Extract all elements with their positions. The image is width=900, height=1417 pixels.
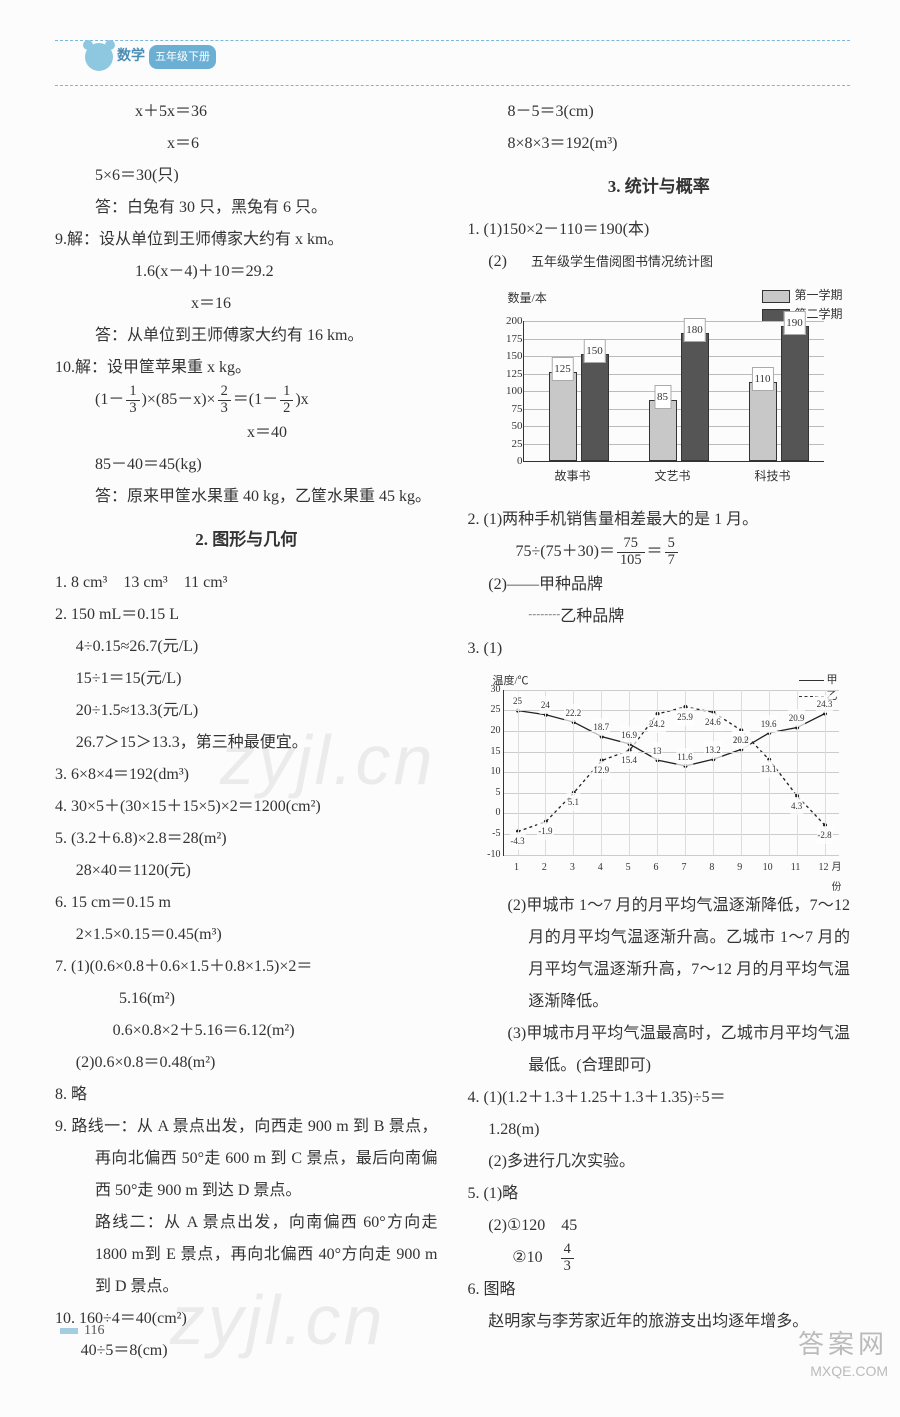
s5b: (2)①120 45	[468, 1210, 851, 1242]
eq: 5×6＝30(只)	[55, 160, 438, 192]
section-2-title: 2. 图形与几何	[55, 523, 438, 557]
eq: x＋5x＝36	[55, 96, 438, 128]
eq: 15÷1＝15(元/L)	[55, 663, 438, 695]
eq: 20÷1.5≈13.3(元/L)	[55, 695, 438, 727]
left-column: x＋5x＝36 x＝6 5×6＝30(只) 答：白兔有 30 只，黑兔有 6 只…	[55, 96, 438, 1367]
eq: 8－5＝3(cm)	[468, 96, 851, 128]
page-header: 数学 五年级下册	[55, 40, 850, 86]
right-column: 8－5＝3(cm) 8×8×3＝192(m³) 3. 统计与概率 1. (1)1…	[468, 96, 851, 1367]
chart1-title: 五年级学生借阅图书情况统计图	[531, 254, 713, 269]
corner-watermark: 答案网 MXQE.COM	[798, 1326, 888, 1382]
g6: 6. 15 cm＝0.15 m	[55, 887, 438, 919]
eq: 2×1.5×0.15＝0.45(m³)	[55, 919, 438, 951]
q10: 10.解：设甲筐苹果重 x kg。	[55, 352, 438, 384]
g7: 7. (1)(0.6×0.8＋0.6×1.5＋0.8×1.5)×2＝	[55, 951, 438, 983]
answer: 答：从单位到王师傅家大约有 16 km。	[55, 320, 438, 352]
g9-route2: 路线二：从 A 景点出发，向南偏西 60°方向走 1800 m到 E 景点，再向…	[55, 1207, 438, 1303]
g8: 8. 略	[55, 1079, 438, 1111]
header-grade: 五年级下册	[149, 45, 216, 69]
eq: 1.6(x－4)＋10＝29.2	[55, 256, 438, 288]
q9: 9.解：设从单位到王师傅家大约有 x km。	[55, 224, 438, 256]
s3: 3. (1)	[468, 633, 851, 665]
section-3-title: 3. 统计与概率	[468, 170, 851, 204]
bear-icon	[85, 43, 113, 71]
s2d: ┈┈乙种品牌	[468, 601, 851, 633]
g10: 10. 160÷4＝40(cm²)	[55, 1303, 438, 1335]
s6: 6. 图略	[468, 1274, 851, 1306]
s4c: (2)多进行几次实验。	[468, 1146, 851, 1178]
s1: 1. (1)150×2－110＝190(本)	[468, 214, 851, 246]
y-axis-label: 数量/本	[508, 286, 547, 310]
answer: 答：原来甲筐水果重 40 kg，乙筐水果重 45 kg。	[55, 481, 438, 513]
eq: 26.7＞15＞13.3，第三种最便宜。	[55, 727, 438, 759]
s5c: ②10 43	[468, 1242, 851, 1275]
eq: 8×8×3＝192(m³)	[468, 128, 851, 160]
header-subject: 数学	[117, 43, 145, 71]
eq: x＝16	[55, 288, 438, 320]
eq: x＝6	[55, 128, 438, 160]
g4: 4. 30×5＋(30×15＋15×5)×2＝1200(cm²)	[55, 791, 438, 823]
eq: 4÷0.15≈26.7(元/L)	[55, 631, 438, 663]
eq: 40÷5＝8(cm)	[55, 1335, 438, 1367]
g2: 2. 150 mL＝0.15 L	[55, 599, 438, 631]
g9-route1: 9. 路线一：从 A 景点出发，向西走 900 m 到 B 景点，再向北偏西 5…	[55, 1111, 438, 1207]
bar-chart: 数量/本 第一学期 第二学期 12515085180110190 0255075…	[478, 286, 848, 496]
eq: (1－13)×(85－x)×23＝(1－12)x	[55, 384, 438, 417]
line-chart: 温度/℃ 甲 乙 252422.218.716.91311.613.215.61…	[473, 670, 848, 885]
s3b: (2)甲城市 1～7 月的月平均气温逐渐降低，7～12 月的月平均气温逐渐升高。…	[468, 890, 851, 1018]
s4: 4. (1)(1.2＋1.3＋1.25＋1.3＋1.35)÷5＝	[468, 1082, 851, 1114]
s2: 2. (1)两种手机销售量相差最大的是 1 月。	[468, 504, 851, 536]
s3c: (3)甲城市月平均气温最高时，乙城市月平均气温最低。(合理即可)	[468, 1018, 851, 1082]
s6b: 赵明家与李芳家近年的旅游支出均逐年增多。	[468, 1306, 851, 1338]
eq: 85－40＝45(kg)	[55, 449, 438, 481]
g1: 1. 8 cm³ 13 cm³ 11 cm³	[55, 567, 438, 599]
eq: 75÷(75＋30)＝75105＝57	[468, 536, 851, 569]
eq: (2)0.6×0.8＝0.48(m²)	[55, 1047, 438, 1079]
eq: x＝40	[55, 417, 438, 449]
g5: 5. (3.2＋6.8)×2.8＝28(m²)	[55, 823, 438, 855]
eq: 0.6×0.8×2＋5.16＝6.12(m²)	[55, 1015, 438, 1047]
answer: 答：白兔有 30 只，黑兔有 6 只。	[55, 192, 438, 224]
s2c: (2)——甲种品牌	[468, 569, 851, 601]
page-number: 116	[60, 1317, 104, 1345]
g3: 3. 6×8×4＝192(dm³)	[55, 759, 438, 791]
eq: 1.28(m)	[468, 1114, 851, 1146]
s1b: (2) 五年级学生借阅图书情况统计图	[468, 246, 851, 278]
eq: 5.16(m²)	[55, 983, 438, 1015]
eq: 28×40＝1120(元)	[55, 855, 438, 887]
s5: 5. (1)略	[468, 1178, 851, 1210]
